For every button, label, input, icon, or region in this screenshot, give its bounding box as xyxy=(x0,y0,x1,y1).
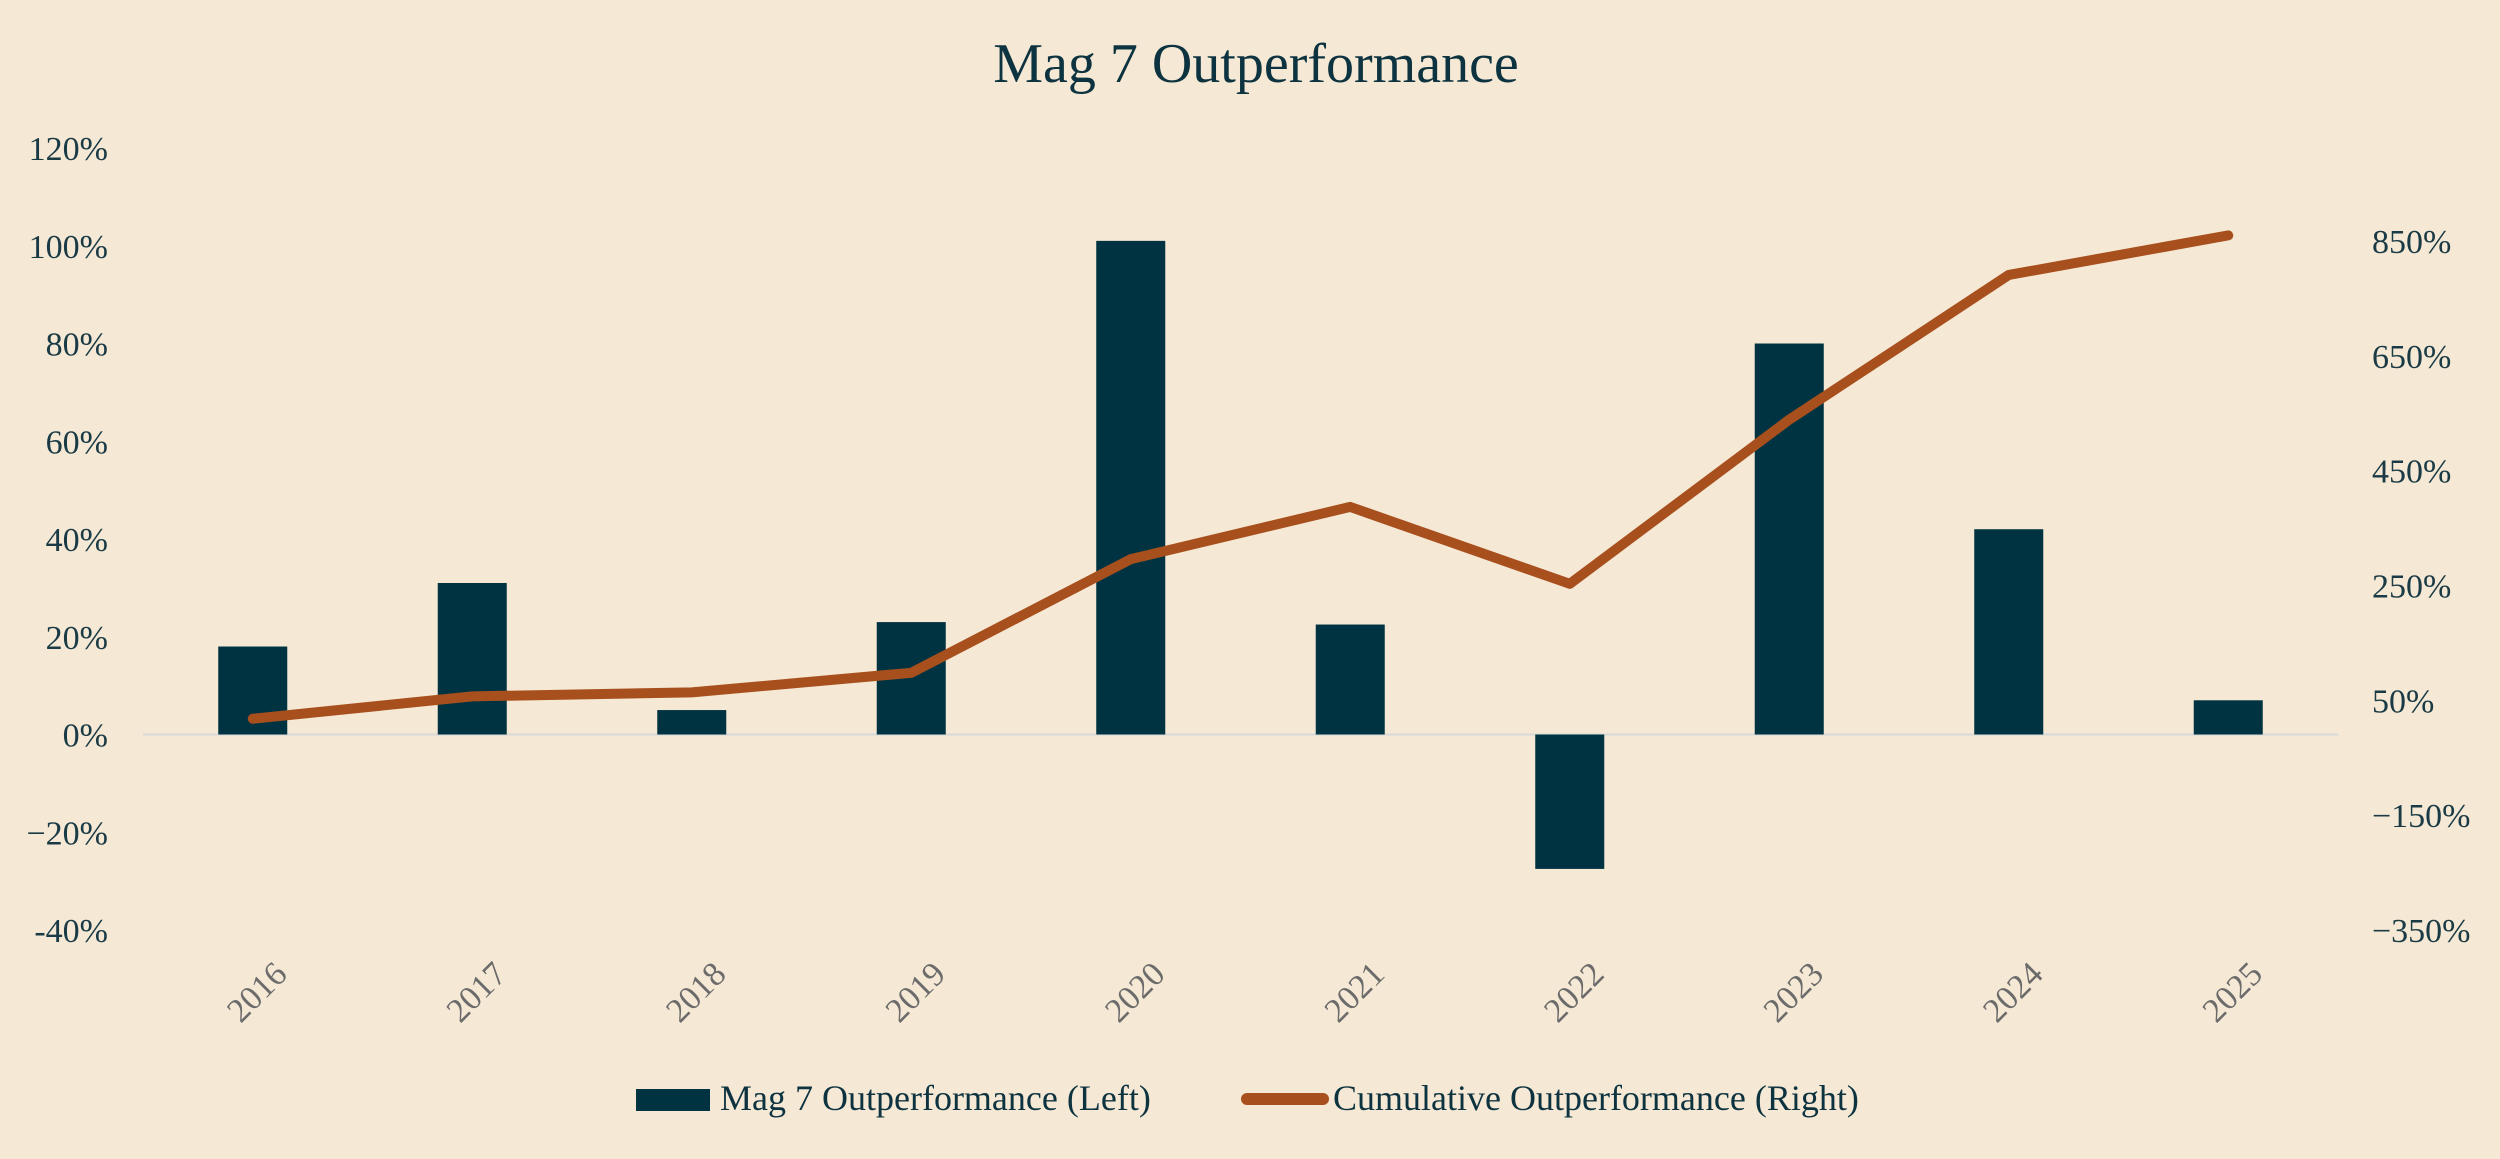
cumulative-line xyxy=(247,230,2234,724)
left-tick-label: 40% xyxy=(46,522,108,559)
line-point-2025 xyxy=(2227,234,2229,236)
bar-2017 xyxy=(437,582,507,735)
bar-2025 xyxy=(2193,700,2263,735)
line-point-2018 xyxy=(691,691,693,693)
line-series xyxy=(247,230,2234,724)
x-tick-label: 2024 xyxy=(1976,955,2050,1029)
x-tick-label: 2018 xyxy=(659,955,733,1029)
line-point-2022 xyxy=(1569,583,1571,585)
legend-bar-swatch xyxy=(636,1089,710,1111)
x-tick-label: 2017 xyxy=(440,955,514,1029)
x-tick-label: 2016 xyxy=(220,955,294,1029)
line-point-2021 xyxy=(1349,506,1351,508)
bar-2020 xyxy=(1096,240,1166,735)
right-tick-label: 850% xyxy=(2372,224,2451,261)
line-point-2019 xyxy=(910,672,912,674)
line-point-2016 xyxy=(252,718,254,720)
right-tick-label: 250% xyxy=(2372,569,2451,606)
chart-title: Mag 7 Outperformance xyxy=(993,33,1519,95)
x-axis-ticks: 2016 2017 2018 2019 2020 2021 2022 2023 2024 2025 xyxy=(220,955,2270,1029)
x-tick-label: 2021 xyxy=(1318,955,1392,1029)
legend-line-label: Cumulative Outperformance (Right) xyxy=(1333,1078,1859,1118)
x-tick-label: 2023 xyxy=(1757,955,1831,1029)
right-tick-label: 450% xyxy=(2372,454,2451,491)
bar-2021 xyxy=(1315,624,1385,735)
left-tick-label: -40% xyxy=(34,913,108,950)
left-tick-label: 20% xyxy=(46,620,108,657)
line-point-2024 xyxy=(2008,274,2010,276)
line-point-2023 xyxy=(1788,419,1790,421)
line-point-2020 xyxy=(1130,558,1132,560)
legend-bar-label: Mag 7 Outperformance (Left) xyxy=(720,1078,1151,1118)
line-point-2017 xyxy=(471,695,473,697)
x-tick-label: 2025 xyxy=(2196,955,2270,1029)
left-tick-label: 100% xyxy=(29,229,108,266)
legend: Mag 7 Outperformance (Left) Cumulative O… xyxy=(636,1078,1859,1118)
x-tick-label: 2019 xyxy=(879,955,953,1029)
right-tick-label: −150% xyxy=(2372,798,2471,835)
x-tick-label: 2020 xyxy=(1098,955,1172,1029)
left-tick-label: −20% xyxy=(27,815,109,852)
bar-2022 xyxy=(1535,734,1605,869)
right-tick-label: 650% xyxy=(2372,339,2451,376)
right-tick-label: −350% xyxy=(2372,913,2471,950)
left-tick-label: 80% xyxy=(46,327,108,364)
x-tick-label: 2022 xyxy=(1537,955,1611,1029)
bar-2024 xyxy=(1974,529,2044,735)
left-axis-ticks: -40% −20% 0% 20% 40% 60% 80% 100% 120% xyxy=(27,131,109,950)
right-axis-ticks: −350% −150% 50% 250% 450% 650% 850% xyxy=(2372,224,2471,950)
bar-2018 xyxy=(657,710,727,735)
left-tick-label: 120% xyxy=(29,131,108,168)
left-tick-label: 0% xyxy=(63,718,108,755)
left-tick-label: 60% xyxy=(46,424,108,461)
right-tick-label: 50% xyxy=(2372,683,2434,720)
bar-series xyxy=(218,240,2263,869)
